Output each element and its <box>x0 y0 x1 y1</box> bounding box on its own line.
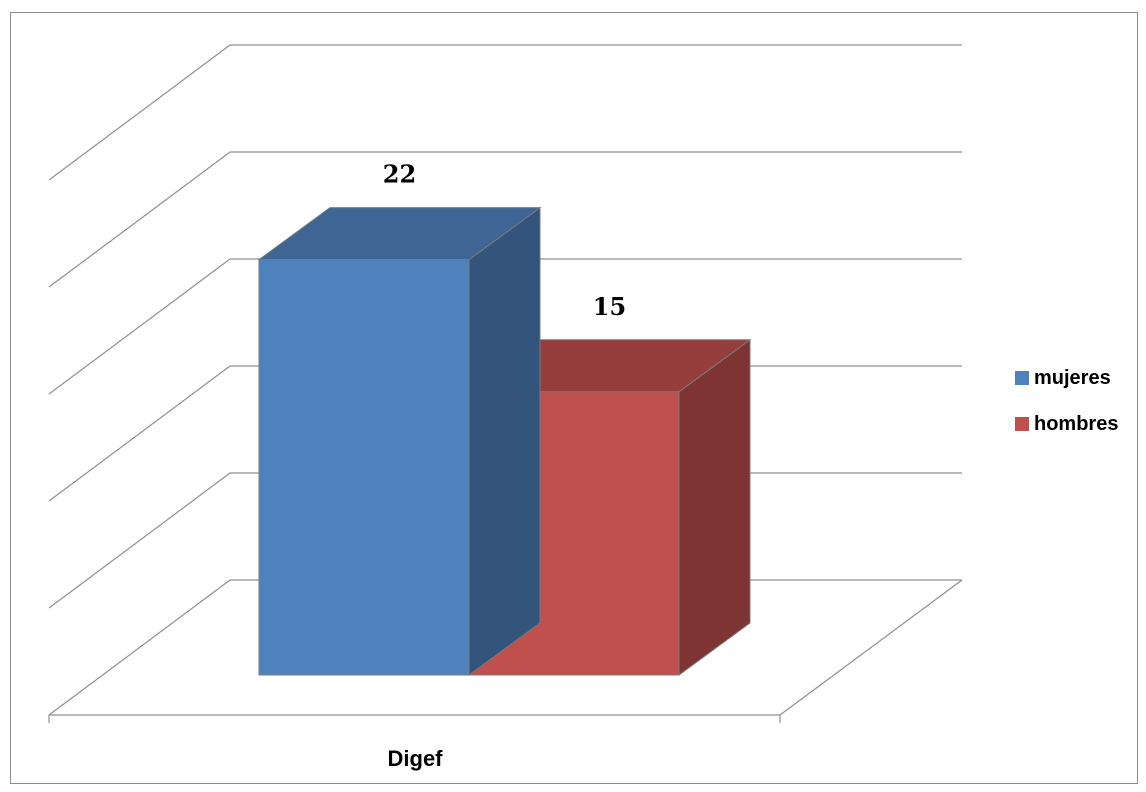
bar-mujeres <box>258 259 470 676</box>
labels-layer: 22 15 Digef <box>383 160 626 771</box>
side-gridline <box>48 44 231 181</box>
side-gridline <box>48 579 231 716</box>
bars-layer <box>257 206 752 676</box>
data-label-hombres: 15 <box>593 292 626 321</box>
bar-side-hombres <box>678 338 751 676</box>
legend-label-mujeres: mujeres <box>1034 367 1111 389</box>
side-gridline <box>48 151 231 288</box>
side-gridline <box>48 365 231 502</box>
legend-label-hombres: hombres <box>1034 413 1118 435</box>
legend-swatch-mujeres <box>1015 371 1029 385</box>
side-gridline <box>48 258 231 395</box>
legend-swatch-hombres <box>1015 417 1029 431</box>
side-gridline <box>48 472 231 609</box>
category-label: Digef <box>388 746 444 771</box>
data-label-mujeres: 22 <box>383 160 416 189</box>
bar-side-mujeres <box>468 206 541 676</box>
floor-right-edge <box>779 579 963 716</box>
legend: mujeres hombres <box>1015 367 1118 435</box>
grid-layer <box>48 44 963 723</box>
